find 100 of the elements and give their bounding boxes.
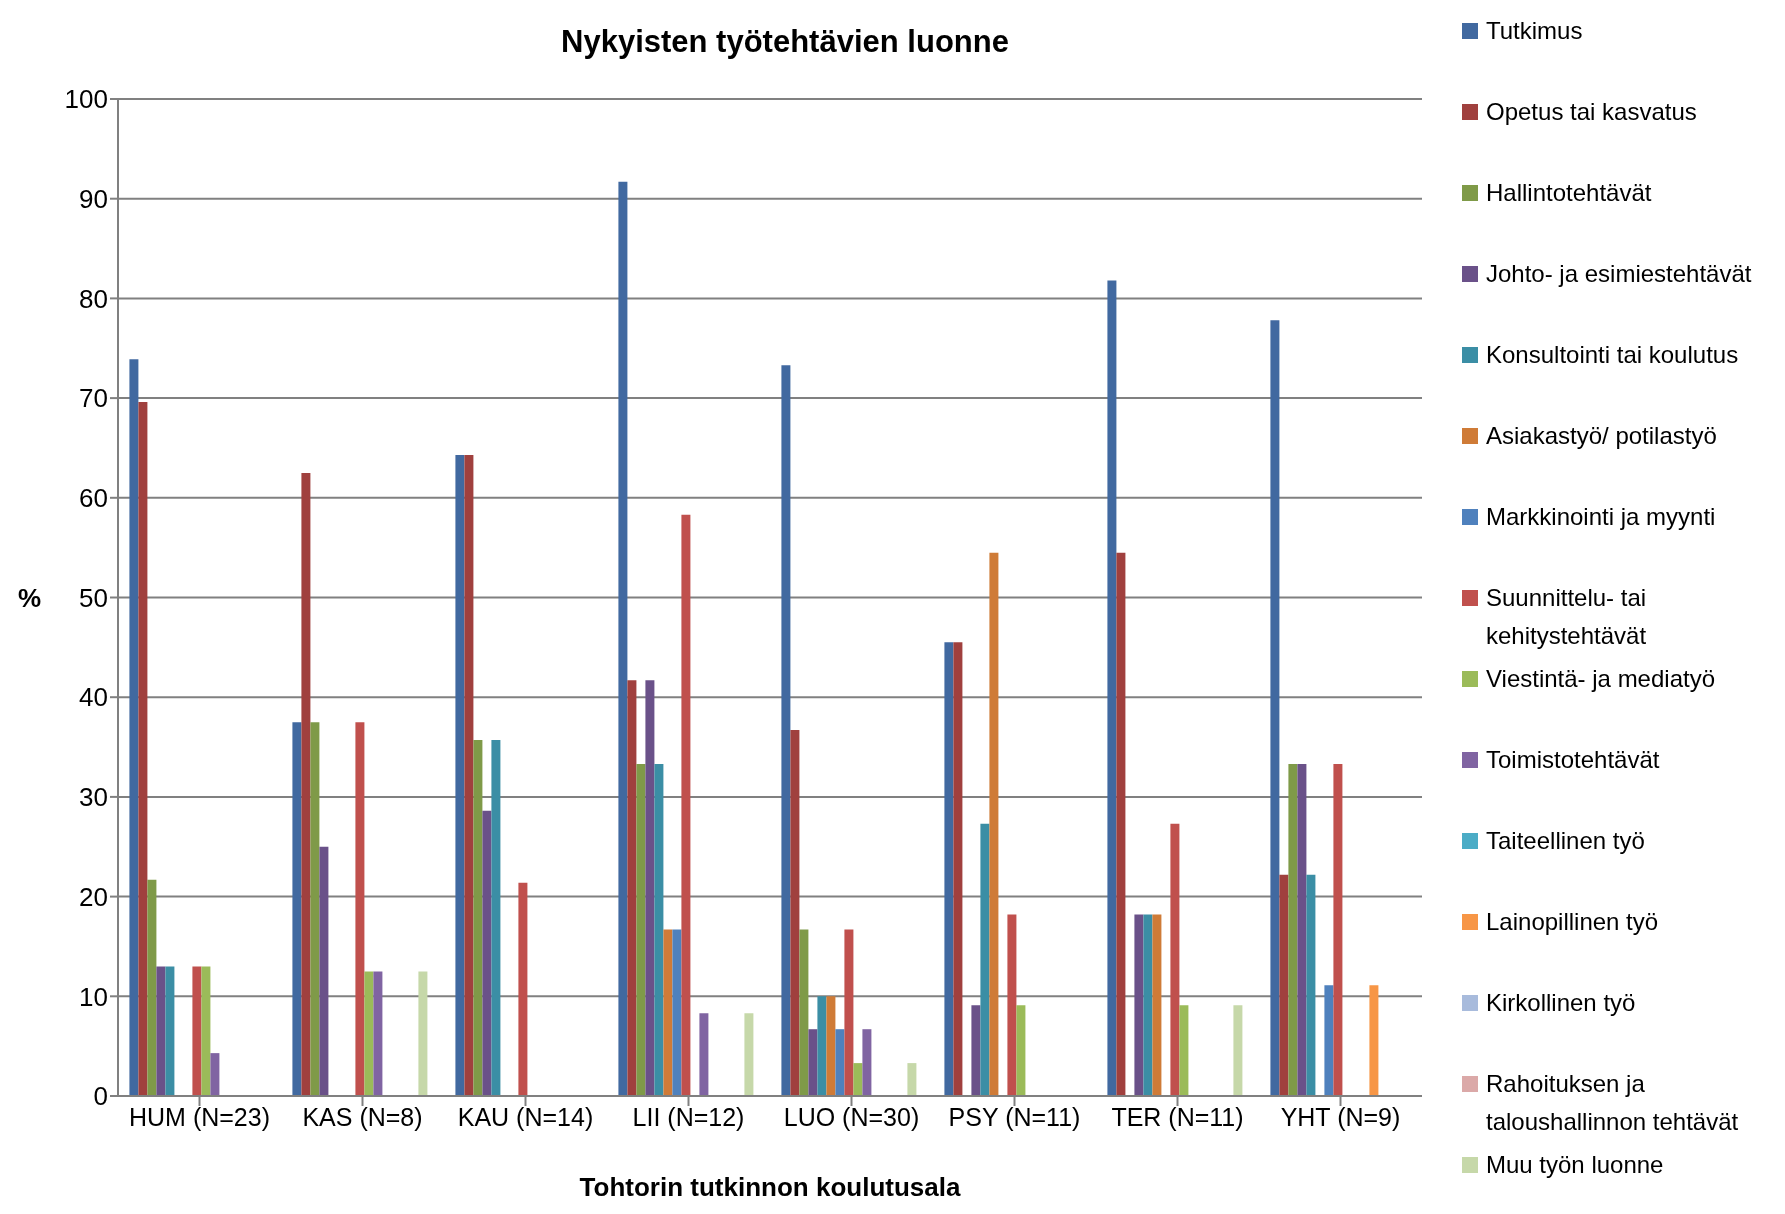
bar — [129, 359, 139, 1096]
bar — [1324, 985, 1334, 1096]
bar — [663, 929, 673, 1096]
bar — [301, 472, 311, 1096]
y-tick-label: 70 — [79, 383, 108, 414]
bar — [319, 846, 329, 1096]
bar — [165, 966, 175, 1096]
bar — [147, 879, 157, 1096]
legend-label: Tutkimus — [1486, 16, 1583, 46]
bar — [1333, 764, 1343, 1096]
bar — [364, 971, 374, 1096]
y-tick-label: 80 — [79, 283, 108, 314]
y-tick-label: 100 — [64, 84, 108, 115]
legend-label: Asiakastyö/ potilastyö — [1486, 421, 1717, 451]
bar — [1270, 320, 1280, 1096]
y-tick-label: 10 — [79, 981, 108, 1012]
legend-label: Viestintä- ja mediatyö — [1486, 664, 1716, 694]
bar — [989, 552, 999, 1096]
bar — [1016, 1005, 1026, 1096]
bar — [781, 365, 791, 1096]
bar — [1116, 552, 1126, 1096]
y-tick-label: 90 — [79, 183, 108, 214]
bar — [1369, 985, 1379, 1096]
y-tick-label: 40 — [79, 682, 108, 713]
bar — [627, 680, 637, 1096]
bar — [292, 722, 302, 1096]
bar — [464, 454, 474, 1096]
x-tick-label: PSY (N=11) — [948, 1102, 1081, 1131]
bar — [1233, 1005, 1243, 1096]
bar — [799, 929, 809, 1096]
legend-label: Konsultointi tai koulutus — [1486, 340, 1739, 370]
bar — [645, 680, 655, 1096]
bar — [373, 971, 383, 1096]
bar — [156, 966, 166, 1096]
bar — [971, 1005, 981, 1096]
bar — [1134, 914, 1144, 1096]
legend-label: Muu työn luonne — [1486, 1150, 1664, 1180]
bar — [455, 454, 465, 1096]
bar — [1152, 914, 1162, 1096]
bar — [1107, 280, 1117, 1096]
y-axis-title: % — [18, 582, 42, 613]
bar — [826, 996, 836, 1096]
bar — [862, 1029, 872, 1096]
bar — [907, 1063, 917, 1096]
bar — [636, 764, 646, 1096]
bar — [790, 730, 800, 1096]
bar — [1179, 1005, 1189, 1096]
y-tick-label: 50 — [79, 582, 108, 613]
bar — [1143, 914, 1153, 1096]
bar — [744, 1013, 754, 1096]
bar — [1297, 764, 1307, 1096]
bar — [518, 882, 528, 1096]
bar — [654, 764, 664, 1096]
y-tick-label: 0 — [93, 1081, 108, 1112]
bar — [491, 740, 501, 1096]
x-axis-title: Tohtorin tutkinnon koulutusala — [579, 1172, 961, 1202]
y-tick-label: 20 — [79, 881, 108, 912]
bar — [1007, 914, 1017, 1096]
x-tick-label: LII (N=12) — [632, 1102, 745, 1131]
bar — [482, 810, 492, 1096]
legend-label: Lainopillinen työ — [1486, 907, 1659, 937]
legend-label: Toimistotehtävät — [1486, 745, 1660, 775]
legend-label: Rahoituksen ja taloushallinnon tehtävät — [1486, 1069, 1740, 1137]
bar — [853, 1063, 863, 1096]
x-tick-label: HUM (N=23) — [129, 1102, 270, 1131]
bar — [310, 722, 320, 1096]
x-tick-label: LUO (N=30) — [783, 1102, 920, 1131]
bar — [355, 722, 365, 1096]
bar — [618, 181, 628, 1096]
legend-label: Johto- ja esimiestehtävät — [1486, 259, 1752, 289]
bar — [1279, 874, 1289, 1096]
x-tick-label: TER (N=11) — [1111, 1102, 1244, 1131]
bar — [473, 740, 483, 1096]
y-tick-label: 60 — [79, 483, 108, 514]
bar — [944, 642, 954, 1096]
bar — [210, 1053, 220, 1096]
y-tick-label: 30 — [79, 782, 108, 813]
bar — [138, 402, 148, 1096]
bar — [808, 1029, 818, 1096]
bar — [681, 514, 691, 1096]
bar — [1170, 823, 1180, 1096]
bar — [844, 929, 854, 1096]
bar — [835, 1029, 845, 1096]
legend-label: Opetus tai kasvatus — [1486, 97, 1697, 127]
legend-label: Hallintotehtävät — [1486, 178, 1652, 208]
bar — [817, 996, 827, 1096]
bar — [699, 1013, 709, 1096]
bar — [1306, 874, 1316, 1096]
bar — [201, 966, 211, 1096]
bar — [672, 929, 682, 1096]
bar — [980, 823, 990, 1096]
bar — [192, 966, 202, 1096]
x-tick-label: YHT (N=9) — [1280, 1102, 1401, 1131]
legend-label: Markkinointi ja myynti — [1486, 502, 1716, 532]
x-tick-label: KAU (N=14) — [457, 1102, 594, 1131]
x-tick-label: KAS (N=8) — [302, 1102, 423, 1131]
legend-label: Kirkollinen työ — [1486, 988, 1636, 1018]
bar — [1288, 764, 1298, 1096]
legend-label: Taiteellinen työ — [1486, 826, 1645, 856]
legend-label: Suunnittelu- tai kehitystehtävät — [1486, 583, 1648, 651]
